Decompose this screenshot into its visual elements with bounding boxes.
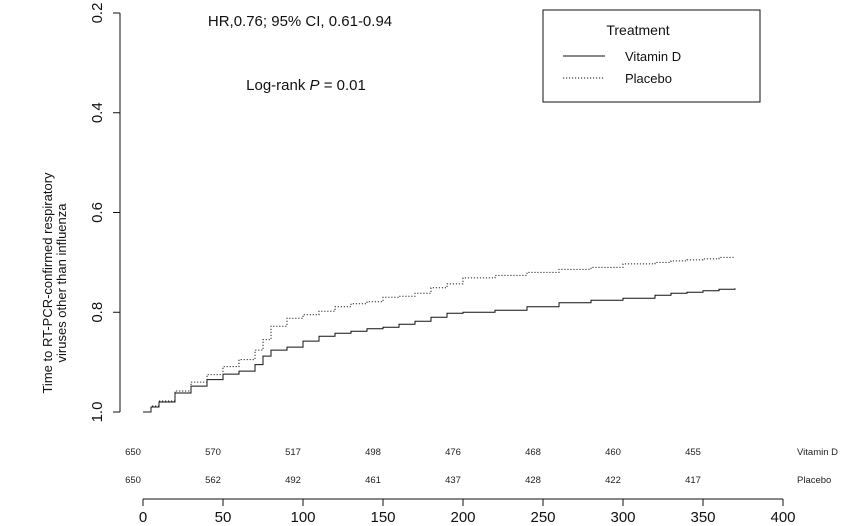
risk-count: 562 <box>205 475 221 486</box>
y-axis-label-line2: viruses other than influenza <box>54 203 69 363</box>
risk-count: 476 <box>445 447 461 458</box>
risk-count: 650 <box>125 447 141 458</box>
x-tick-label: 350 <box>690 509 715 526</box>
risk-count: 468 <box>525 447 541 458</box>
x-tick-group: 0 50 100 150 200 250 300 350 400 <box>139 499 796 526</box>
x-tick-label: 200 <box>450 509 475 526</box>
y-tick-label: 0.8 <box>89 302 106 323</box>
x-tick-label: 150 <box>370 509 395 526</box>
y-tick-label: 1.0 <box>89 402 106 423</box>
hazard-ratio-annotation: HR,0.76; 95% CI, 0.61-0.94 <box>208 13 392 30</box>
x-tick-label: 300 <box>610 509 635 526</box>
risk-count: 437 <box>445 475 461 486</box>
y-axis-label-line1: Time to RT-PCR-confirmed respiratory <box>40 172 55 394</box>
x-tick-label: 100 <box>290 509 315 526</box>
risk-table: 650 570 517 498 476 468 460 455 Vitamin D 650 562 4… <box>125 447 838 486</box>
x-axis: 0 50 100 150 200 250 300 350 400 <box>139 498 796 526</box>
risk-count: 570 <box>205 447 221 458</box>
y-tick-label: 0.6 <box>89 202 106 223</box>
y-tick-label: 0.2 <box>89 3 106 24</box>
y-tick-label: 0.4 <box>89 102 106 123</box>
risk-count: 422 <box>605 475 621 486</box>
risk-count: 650 <box>125 475 141 486</box>
risk-count: 455 <box>685 447 701 458</box>
risk-count: 428 <box>525 475 541 486</box>
risk-count: 417 <box>685 475 701 486</box>
x-tick-label: 250 <box>530 509 555 526</box>
x-tick-label: 50 <box>215 509 232 526</box>
logrank-annotation: Log-rank P = 0.01 <box>246 77 366 94</box>
legend-title: Treatment <box>606 22 669 38</box>
x-tick-label: 0 <box>139 509 147 526</box>
legend: Treatment Vitamin D Placebo <box>542 9 761 103</box>
series-placebo-line <box>143 256 735 413</box>
risk-count: 492 <box>285 475 301 486</box>
risk-row-label: Vitamin D <box>797 447 838 458</box>
risk-count: 460 <box>605 447 621 458</box>
legend-label-vitamin-d: Vitamin D <box>625 49 681 64</box>
risk-row-label: Placebo <box>797 475 831 486</box>
risk-count: 498 <box>365 447 381 458</box>
risk-count: 517 <box>285 447 301 458</box>
legend-label-placebo: Placebo <box>625 71 672 86</box>
y-tick-group: 1.0 0.8 0.6 0.4 0.2 <box>89 3 120 423</box>
y-axis: 1.0 0.8 0.6 0.4 0.2 <box>89 3 121 423</box>
risk-count: 461 <box>365 475 381 486</box>
series-vitamin-d-line <box>143 288 736 413</box>
x-tick-label: 400 <box>770 509 795 526</box>
